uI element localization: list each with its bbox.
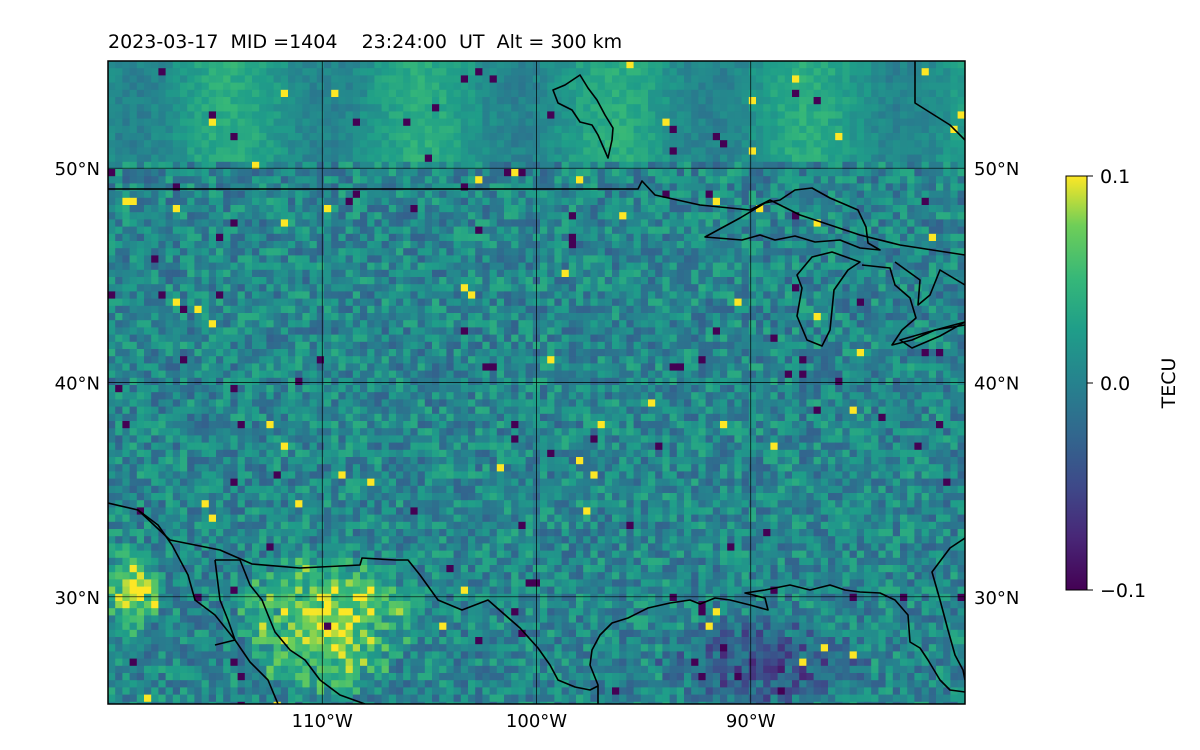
y-tick-label-left: 30°N — [55, 588, 100, 609]
colorbar-tick-label: −0.1 — [1100, 580, 1146, 602]
colorbar: 0.1 0.0 −0.1 TECU — [1065, 166, 1180, 602]
us-canada-border — [108, 180, 965, 256]
tick-labels: 110°W 100°W 90°W 30°N 30°N 40°N 40°N 50°N 50°N — [55, 159, 1020, 732]
lake-superior — [704, 187, 881, 251]
georgian-bay — [894, 261, 965, 306]
graticule — [108, 61, 965, 704]
y-tick-label-right: 30°N — [974, 588, 1019, 609]
lake-winnipeg — [552, 74, 614, 159]
tec-heatmap — [108, 61, 965, 704]
lake-huron — [861, 264, 965, 346]
sonora-coast — [214, 559, 236, 646]
baja-california — [137, 509, 279, 704]
x-tick-label: 90°W — [726, 711, 776, 732]
atlantic-coast — [931, 537, 965, 681]
us-mexico-border — [108, 502, 599, 691]
x-tick-label: 100°W — [506, 711, 567, 732]
y-tick-label-right: 40°N — [974, 374, 1019, 395]
y-tick-label-left: 50°N — [55, 159, 100, 180]
hudson-bay — [914, 61, 965, 141]
map-frame — [107, 60, 966, 705]
colorbar-ticks: 0.1 0.0 −0.1 — [1087, 166, 1146, 602]
lake-erie — [899, 321, 965, 349]
x-tick-label: 110°W — [292, 711, 353, 732]
colorbar-label: TECU — [1158, 358, 1180, 410]
y-tick-label-right: 50°N — [974, 159, 1019, 180]
coastlines-layer — [108, 61, 965, 704]
colorbar-tick-label: 0.1 — [1100, 166, 1130, 188]
colorbar-tick-label: 0.0 — [1100, 373, 1130, 395]
lake-michigan — [796, 251, 861, 347]
gulf-of-california — [215, 559, 366, 704]
colorbar-gradient — [1066, 176, 1087, 590]
gulf-coast — [589, 584, 965, 704]
y-tick-label-left: 40°N — [55, 374, 100, 395]
map-title: 2023-03-17 MID =1404 23:24:00 UT Alt = 3… — [108, 31, 622, 53]
